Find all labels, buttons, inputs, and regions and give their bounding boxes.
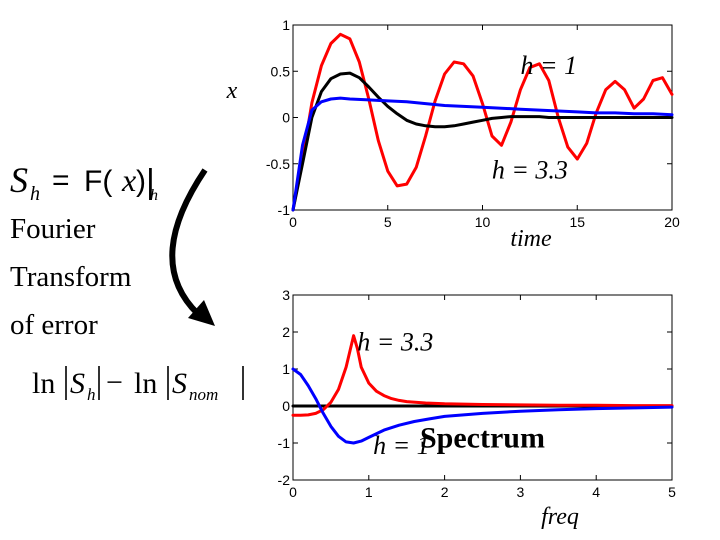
formula-S: S — [10, 160, 28, 200]
formula-minus: − — [106, 366, 123, 399]
x-tick-label: 0 — [289, 484, 297, 500]
y-tick-label: -2 — [278, 472, 291, 488]
y-axis-label: x — [226, 78, 238, 104]
caption-line-2: Transform — [10, 261, 132, 293]
plot-frame — [292, 294, 673, 481]
formula-log-spectrum-difference: ln S h − ln S nom — [32, 366, 244, 404]
y-tick-label: 1 — [282, 361, 290, 377]
formula-S-1: S — [70, 367, 85, 400]
series-line-1 — [291, 334, 674, 417]
y-tick-label: -0.5 — [266, 156, 290, 172]
y-tick-label: 0 — [282, 110, 290, 126]
series-line-2 — [291, 96, 674, 212]
y-tick-label: -1 — [278, 202, 291, 218]
formula-sub-h: h — [30, 183, 40, 205]
series-line-1 — [291, 71, 674, 212]
annotation-label: h = 1 — [373, 431, 430, 460]
arrow-shaft — [169, 168, 208, 317]
x-tick-label: 10 — [475, 214, 491, 230]
x-tick-label: 4 — [592, 484, 600, 500]
x-tick-label: 20 — [664, 214, 680, 230]
x-tick-label: 15 — [569, 214, 585, 230]
formula-F: F( — [84, 165, 112, 198]
y-tick-label: 3 — [282, 287, 290, 303]
formula-sh-equals-fourier: S h = F( x ) | h — [10, 160, 158, 205]
x-tick-label: 0 — [289, 214, 297, 230]
caption-line-3: of error — [10, 309, 98, 341]
arrow-head — [188, 300, 215, 326]
caption-line-1: Fourier — [10, 213, 96, 245]
formula-bar-sub-h: h — [150, 187, 158, 204]
formula-sub-2: nom — [189, 385, 218, 404]
y-tick-label: 1 — [282, 17, 290, 33]
y-tick-label: 0 — [282, 398, 290, 414]
curved-arrow — [169, 168, 215, 326]
formula-bar: | — [146, 163, 155, 201]
x-tick-label: 5 — [384, 214, 392, 230]
annotation-label: h = 3.3 — [357, 328, 433, 357]
formula-sub-1: h — [87, 385, 96, 404]
x-tick-label: 3 — [517, 484, 525, 500]
formula-equals: = — [52, 164, 70, 197]
formula-close-paren: ) — [136, 165, 146, 198]
x-tick-label: 5 — [668, 484, 676, 500]
annotation-label: Spectrum — [420, 421, 545, 454]
formula-ln-1: ln — [32, 367, 55, 400]
x-tick-label: 2 — [441, 484, 449, 500]
series-line-0 — [291, 32, 674, 212]
formula-ln-2: ln — [134, 367, 157, 400]
left-annotations: S h = F( x ) | h Fourier Transform of er… — [10, 160, 244, 404]
formula-S-2: S — [172, 367, 187, 400]
x-axis-label: freq — [541, 504, 579, 530]
y-tick-label: 0.5 — [271, 63, 291, 79]
annotation-label: h = 3.3 — [492, 156, 568, 185]
y-tick-label: -1 — [278, 435, 291, 451]
formula-x: x — [121, 162, 136, 198]
y-tick-label: 2 — [282, 324, 290, 340]
annotation-label: h = 1 — [521, 51, 578, 80]
series-line-2 — [291, 367, 674, 445]
x-tick-label: 1 — [365, 484, 373, 500]
x-axis-label: time — [510, 226, 552, 252]
